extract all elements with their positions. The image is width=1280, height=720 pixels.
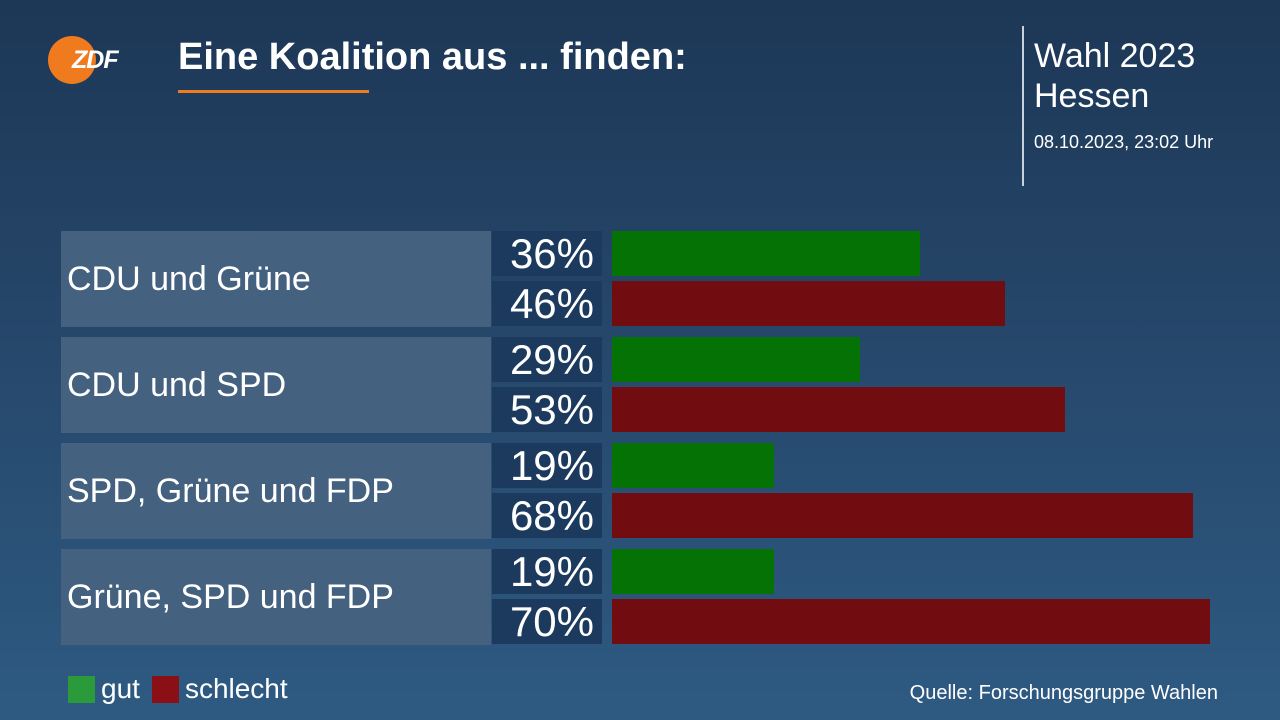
election-info: Wahl 2023 Hessen <box>1034 36 1195 116</box>
bar-gut <box>612 231 920 276</box>
bar-schlecht <box>612 493 1193 538</box>
bar-gut <box>612 443 774 488</box>
legend-swatch-gut <box>68 675 95 703</box>
data-label-schlecht: 53% <box>492 387 602 432</box>
legend-label-gut: gut <box>101 673 140 704</box>
logo-text: ZDF <box>72 46 119 74</box>
bar-schlecht <box>612 281 1005 326</box>
legend-label-schlecht: schlecht <box>184 673 288 704</box>
row-label: SPD, Grüne und FDP <box>61 443 491 539</box>
data-label-gut: 19% <box>492 549 602 594</box>
source-note: Quelle: Forschungsgruppe Wahlen <box>909 682 1218 704</box>
page-title: Eine Koalition aus ... finden: <box>178 36 687 78</box>
data-label-schlecht: 68% <box>492 493 602 538</box>
data-label-schlecht: 70% <box>492 599 602 644</box>
timestamp: 08.10.2023, 23:02 Uhr <box>1034 132 1214 152</box>
bar-schlecht <box>612 599 1210 644</box>
row-label: Grüne, SPD und FDP <box>61 549 491 645</box>
data-label-gut: 29% <box>492 337 602 382</box>
legend-swatch-schlecht <box>151 675 179 703</box>
data-label-schlecht: 46% <box>492 281 602 326</box>
logo-circle <box>48 36 96 84</box>
zdf-logo: ZDF <box>48 36 132 84</box>
title-underline <box>178 90 369 93</box>
data-label-gut: 19% <box>492 443 602 488</box>
legend: gut schlecht <box>68 673 300 704</box>
bar-schlecht <box>612 387 1065 432</box>
election-name: Wahl 2023 <box>1034 37 1196 75</box>
data-label-gut: 36% <box>492 231 602 276</box>
bar-gut <box>612 337 860 382</box>
election-region: Hessen <box>1034 77 1150 115</box>
header-divider <box>1022 26 1024 186</box>
bar-gut <box>612 549 774 594</box>
row-label: CDU und SPD <box>61 337 491 433</box>
row-label: CDU und Grüne <box>61 231 491 327</box>
